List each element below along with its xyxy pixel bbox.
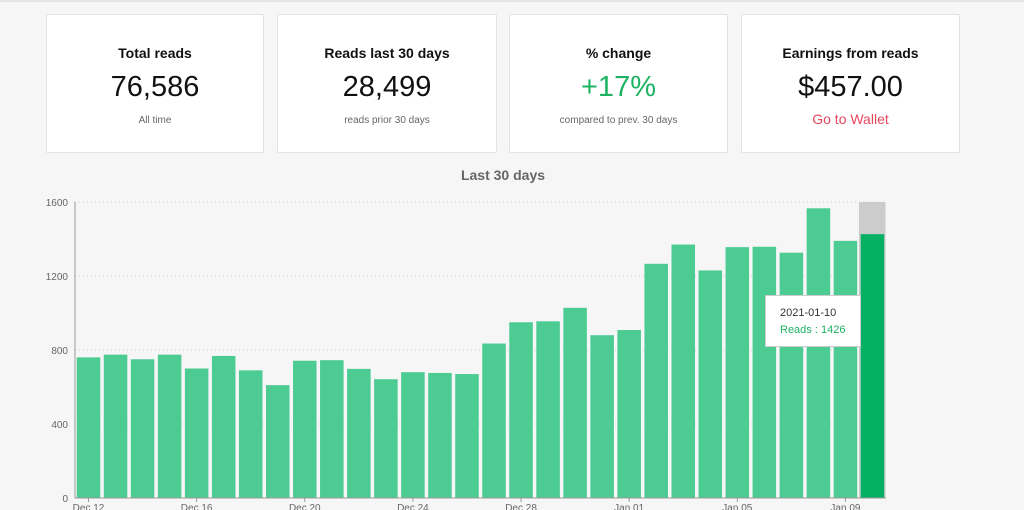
percent-change-sub: compared to prev. 30 days: [559, 115, 678, 126]
bar: [509, 322, 533, 498]
bar: [563, 307, 587, 498]
x-tick-label: Jan 01: [614, 503, 644, 510]
total-reads-card: Total reads 76,586 All time: [46, 14, 264, 153]
bar: [698, 270, 723, 498]
bar: [320, 360, 344, 498]
bar: [482, 343, 506, 498]
reads-30-days-sub: reads prior 30 days: [344, 115, 430, 126]
bar: [157, 354, 182, 498]
x-tick-label: Dec 20: [289, 503, 321, 510]
bar: [590, 335, 614, 498]
tooltip-date: 2021-01-10: [780, 307, 837, 319]
earnings-title: Earnings from reads: [782, 45, 919, 61]
reads-30-days-card: Reads last 30 days 28,499 reads prior 30…: [277, 14, 497, 153]
x-tick-label: Dec 16: [181, 503, 213, 510]
tooltip-reads: Reads : 1426: [780, 324, 846, 336]
total-reads-value: 76,586: [110, 71, 200, 103]
bar: [725, 247, 750, 498]
bar: [130, 359, 155, 498]
bar: [806, 208, 831, 498]
percent-change-card: % change +17% compared to prev. 30 days: [509, 14, 728, 153]
bar: [644, 263, 668, 498]
total-reads-title: Total reads: [118, 45, 192, 61]
bar: [265, 385, 290, 498]
x-tick-label: Jan 05: [722, 503, 752, 510]
reads-bar-chart: 0 400 800 1200 1600 Dec 12 Dec 16 Dec 20 Dec 24 D…: [46, 198, 886, 510]
bar: [293, 360, 317, 498]
bar: [671, 244, 696, 498]
bar: [238, 370, 263, 498]
bar: [617, 330, 641, 498]
y-tick-label: 1600: [46, 198, 69, 209]
bar: [752, 246, 777, 498]
chart-title: Last 30 days: [460, 167, 546, 183]
x-tick-label: Jan 09: [830, 503, 860, 510]
bar: [779, 252, 804, 498]
bar: [374, 379, 398, 498]
bar: [211, 355, 236, 498]
y-tick-label: 800: [51, 346, 68, 357]
earnings-card: Earnings from reads $457.00 Go to Wallet: [741, 14, 960, 153]
bar: [860, 234, 885, 498]
percent-change-title: % change: [585, 45, 652, 61]
bar: [833, 240, 858, 498]
bar: [184, 368, 209, 498]
y-tick-label: 0: [62, 494, 68, 505]
y-tick-label: 400: [51, 420, 68, 431]
bar: [428, 372, 452, 498]
bar: [401, 372, 425, 498]
reads-30-days-title: Reads last 30 days: [324, 45, 450, 61]
x-tick-label: Dec 12: [73, 503, 105, 510]
bar: [347, 368, 371, 498]
go-to-wallet-link[interactable]: Go to Wallet: [812, 111, 889, 127]
total-reads-sub: All time: [138, 115, 172, 126]
bar: [103, 354, 128, 498]
bar: [536, 321, 560, 498]
y-tick-label: 1200: [46, 272, 69, 283]
bar: [76, 357, 101, 498]
reads-30-days-value: 28,499: [342, 71, 432, 103]
earnings-value: $457.00: [798, 71, 903, 103]
bar: [455, 374, 479, 498]
x-tick-label: Dec 28: [505, 503, 537, 510]
percent-change-value: +17%: [581, 71, 656, 103]
top-divider: [0, 0, 1024, 2]
x-tick-label: Dec 24: [397, 503, 429, 510]
chart-tooltip: 2021-01-10 Reads : 1426: [765, 295, 861, 347]
